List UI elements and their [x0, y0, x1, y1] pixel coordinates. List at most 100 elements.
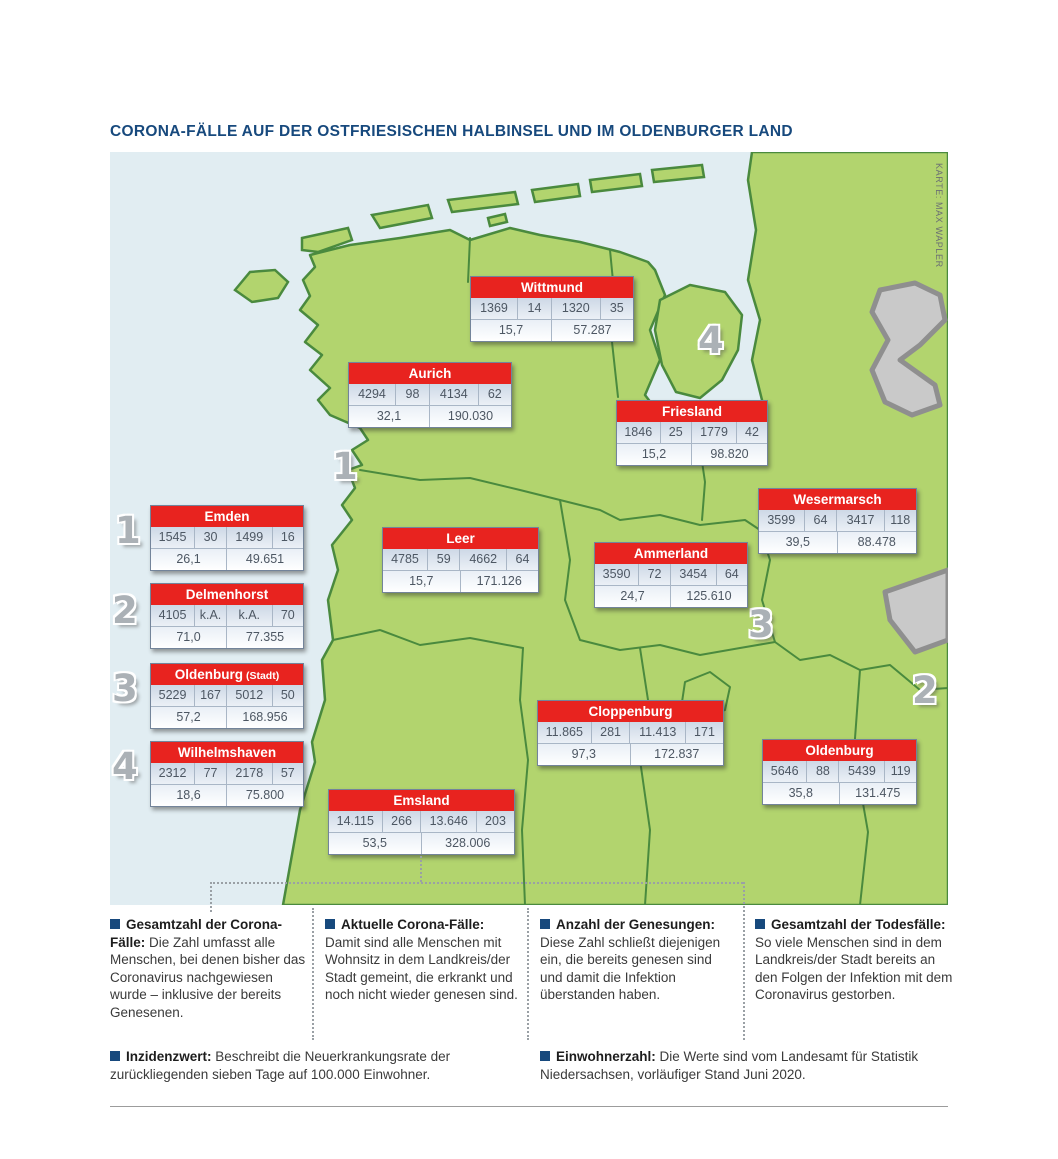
- incidence: 57,2: [151, 707, 227, 728]
- bullet-icon: [540, 1051, 550, 1061]
- outside-area-bremerhaven: [869, 280, 948, 418]
- total-cases: 1545: [151, 527, 196, 548]
- district-box-cloppenburg: Cloppenburg 11.865 281 11.413 171 97,3 172.8…: [537, 700, 724, 766]
- connector-line: [210, 882, 212, 912]
- district-box-friesland: Friesland 1846 25 1779 42 15,2 98.820: [616, 400, 768, 466]
- bullet-icon: [110, 1051, 120, 1061]
- deaths: 42: [745, 425, 759, 439]
- population: 49.651: [245, 552, 285, 566]
- list-marker-1: 1: [115, 509, 141, 552]
- connector-line: [420, 856, 422, 882]
- district-name: Delmenhorst: [151, 584, 303, 605]
- population: 75.800: [245, 788, 285, 802]
- district-name: Wilhelmshaven: [151, 742, 303, 763]
- district-box-oldenburg-stadt: Oldenburg (Stadt) 5229 167 5012 50 57,2 168.…: [150, 663, 304, 729]
- population: 88.478: [857, 535, 896, 549]
- total-cases: 3599: [759, 510, 805, 531]
- current-cases: 30: [195, 527, 227, 548]
- incidence: 24,7: [595, 586, 671, 607]
- legend-item-current: Aktuelle Corona-Fälle: Damit sind alle M…: [325, 916, 523, 1004]
- incidence: 26,1: [151, 549, 227, 570]
- bullet-icon: [540, 919, 550, 929]
- current-cases: 25: [661, 422, 692, 443]
- legend-text: Diese Zahl schließt diejenigen ein, die …: [540, 934, 721, 1003]
- deaths: 62: [487, 387, 502, 401]
- total-cases: 5229: [151, 685, 196, 706]
- total-cases: 1846: [617, 422, 661, 443]
- district-box-wesermarsch: Wesermarsch 3599 64 3417 118 39,5 88.478: [758, 488, 917, 554]
- island: [650, 163, 706, 184]
- district-name: Aurich: [349, 363, 511, 384]
- recovered-cases: 5439: [839, 761, 886, 782]
- recovered-cases: 13.646: [421, 811, 477, 832]
- map-marker-4: 4: [698, 319, 724, 362]
- population: 77.355: [245, 630, 285, 644]
- wilhelmshaven-peninsula: [653, 283, 744, 400]
- recovered-cases: 2178: [227, 763, 273, 784]
- legend-text: Die Zahl umfasst alle Menschen, bei dene…: [110, 934, 306, 1020]
- population: 328.006: [445, 836, 491, 850]
- legend-text: So viele Menschen sind in dem Landkreis/…: [755, 934, 953, 1003]
- district-box-leer: Leer 4785 59 4662 64 15,7 171.126: [382, 527, 539, 593]
- deaths: 64: [515, 552, 530, 566]
- island: [486, 212, 509, 228]
- list-marker-3: 3: [112, 667, 138, 710]
- recovered-cases: 1779: [692, 422, 737, 443]
- legend-separator: [312, 908, 314, 1040]
- recovered-cases: 3417: [837, 510, 885, 531]
- current-cases: 266: [383, 811, 422, 832]
- footnote-title: Einwohnerzahl:: [556, 1049, 656, 1064]
- population: 190.030: [447, 409, 494, 423]
- deaths: 119: [890, 764, 911, 778]
- incidence: 97,3: [538, 744, 631, 765]
- district-box-wittmund: Wittmund 1369 14 1320 35 15,7 57.287: [470, 276, 634, 342]
- district-box-oldenburg: Oldenburg 5646 88 5439 119 35,8 131.475: [762, 739, 917, 805]
- deaths: 203: [485, 814, 506, 828]
- district-box-wilhelmshaven: Wilhelmshaven 2312 77 2178 57 18,6 75.800: [150, 741, 304, 807]
- population: 57.287: [573, 323, 612, 337]
- recovered-cases: 11.413: [630, 722, 686, 743]
- connector-line: [210, 882, 743, 884]
- recovered-cases: 4662: [460, 549, 507, 570]
- total-cases: 2312: [151, 763, 196, 784]
- district-name: Wesermarsch: [759, 489, 916, 510]
- legend-title: Gesamtzahl der Corona-Fälle:: [110, 917, 283, 950]
- current-cases: 281: [592, 722, 631, 743]
- deaths: 118: [890, 513, 911, 527]
- total-cases: 5646: [763, 761, 808, 782]
- footnote-text: Beschreibt die Neuerkrankungsrate der zu…: [110, 1049, 451, 1082]
- bottom-rule: [110, 1106, 948, 1107]
- current-cases: 72: [639, 564, 671, 585]
- district-box-emden: Emden 1545 30 1499 16 26,1 49.651: [150, 505, 304, 571]
- legend-text: Damit sind alle Menschen mit Wohnsitz in…: [325, 934, 518, 1003]
- current-cases: 59: [428, 549, 461, 570]
- recovered-cases: 3454: [671, 564, 717, 585]
- current-cases: 98: [396, 384, 430, 405]
- current-cases: k.A.: [195, 605, 227, 626]
- district-name: Emsland: [329, 790, 514, 811]
- legend-title: Gesamtzahl der Todesfälle:: [771, 917, 946, 932]
- deaths: 64: [724, 567, 739, 581]
- recovered-cases: 4134: [430, 384, 479, 405]
- legend-separator: [743, 882, 745, 1040]
- map-marker-3: 3: [748, 603, 774, 646]
- recovered-cases: k.A.: [227, 605, 273, 626]
- footnote-title: Inzidenzwert:: [126, 1049, 212, 1064]
- total-cases: 4785: [383, 549, 428, 570]
- incidence: 15,2: [617, 444, 692, 465]
- island: [530, 182, 582, 204]
- population: 168.956: [242, 710, 288, 724]
- island: [369, 203, 434, 230]
- deaths: 171: [694, 725, 715, 739]
- incidence: 15,7: [471, 320, 552, 341]
- population: 131.475: [855, 786, 901, 800]
- current-cases: 64: [805, 510, 838, 531]
- current-cases: 167: [195, 685, 227, 706]
- district-box-emsland: Emsland 14.115 266 13.646 203 53,5 328.006: [328, 789, 515, 855]
- bullet-icon: [325, 919, 335, 929]
- map-marker-1: 1: [332, 445, 358, 488]
- bullet-icon: [755, 919, 765, 929]
- deaths: 50: [280, 688, 295, 702]
- total-cases: 4105: [151, 605, 196, 626]
